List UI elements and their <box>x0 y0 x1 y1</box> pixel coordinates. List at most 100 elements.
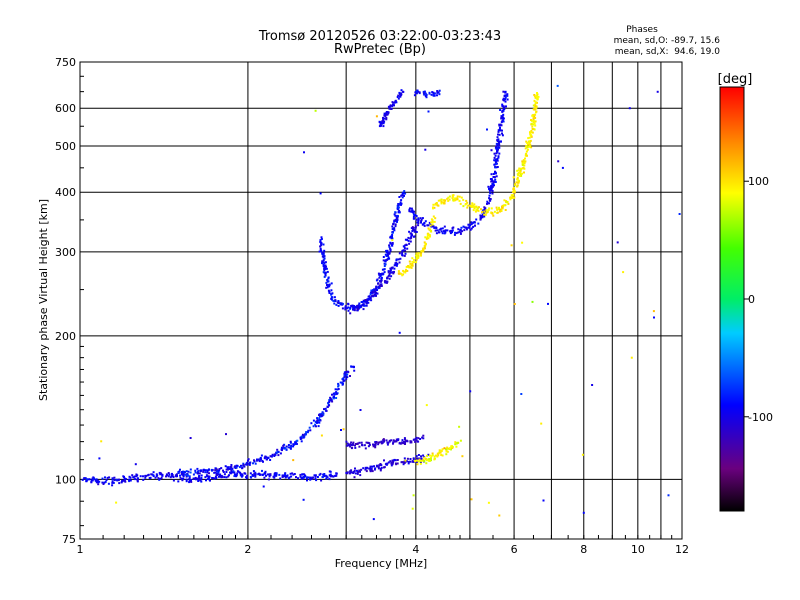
data-point <box>182 473 185 476</box>
data-point <box>373 288 376 291</box>
data-point <box>177 480 180 483</box>
data-point <box>325 475 328 478</box>
data-point <box>534 117 537 119</box>
x-tick-label: 1 <box>77 543 84 556</box>
data-point <box>204 476 207 479</box>
data-point <box>511 195 514 198</box>
data-point <box>415 455 418 458</box>
data-point <box>390 461 393 464</box>
data-point <box>186 473 189 476</box>
data-point <box>350 441 353 444</box>
data-point <box>268 475 271 478</box>
data-point <box>242 462 245 465</box>
data-point <box>414 225 417 228</box>
data-point <box>211 469 213 472</box>
data-point <box>354 443 357 445</box>
data-point <box>395 258 398 261</box>
data-point <box>339 302 341 305</box>
data-point <box>194 476 197 479</box>
data-point <box>386 250 389 253</box>
data-point <box>516 178 519 181</box>
data-point <box>399 95 402 98</box>
data-point <box>255 459 258 462</box>
data-point <box>513 303 516 305</box>
data-point <box>436 455 439 458</box>
data-point <box>328 404 330 407</box>
data-point <box>431 223 434 226</box>
data-point <box>398 92 401 95</box>
data-point <box>382 118 385 121</box>
data-point <box>200 478 203 481</box>
chart-subtitle: RwPretec (Bp) <box>334 42 426 57</box>
data-point <box>422 459 424 462</box>
data-point <box>307 476 310 479</box>
data-point <box>263 476 266 479</box>
data-point <box>483 213 486 216</box>
data-point <box>95 481 98 484</box>
data-point <box>254 473 257 476</box>
data-point <box>392 104 395 107</box>
data-point <box>358 441 361 444</box>
data-point <box>383 117 386 120</box>
data-point <box>327 280 330 283</box>
data-point <box>432 91 435 94</box>
data-point <box>375 285 378 288</box>
data-point <box>440 450 443 452</box>
data-point <box>311 476 314 479</box>
data-point <box>279 452 282 455</box>
data-point <box>230 464 233 466</box>
data-point <box>380 440 383 443</box>
data-point <box>488 188 491 191</box>
data-point <box>308 426 311 429</box>
data-point <box>370 289 373 292</box>
data-point <box>385 280 388 283</box>
data-point <box>319 472 322 475</box>
data-point <box>306 431 309 434</box>
data-point <box>416 463 419 466</box>
data-point <box>374 287 377 290</box>
data-point <box>247 458 250 461</box>
data-point <box>532 116 535 119</box>
data-point <box>330 282 333 285</box>
y-tick-label: 100 <box>55 473 76 486</box>
data-point <box>352 471 355 473</box>
data-point <box>113 476 116 479</box>
data-point <box>92 477 95 480</box>
data-point <box>451 196 454 199</box>
data-point <box>435 232 438 235</box>
data-point <box>320 236 323 239</box>
data-point <box>121 480 124 483</box>
data-point <box>104 476 106 479</box>
data-point <box>329 475 332 478</box>
data-point <box>415 439 418 442</box>
data-point <box>365 467 368 470</box>
data-point <box>452 226 455 229</box>
data-point <box>284 473 286 476</box>
data-point <box>493 210 496 213</box>
data-point <box>196 477 198 480</box>
data-point <box>397 94 400 97</box>
data-point <box>431 454 434 456</box>
data-point <box>386 254 389 257</box>
data-point <box>489 199 491 202</box>
data-point <box>540 422 543 425</box>
data-point <box>189 471 192 474</box>
data-point <box>275 472 278 475</box>
data-point <box>512 186 515 189</box>
data-point <box>518 167 521 170</box>
data-point <box>526 141 529 144</box>
data-point <box>422 250 425 253</box>
data-point <box>382 120 385 122</box>
data-point <box>104 480 107 483</box>
data-point <box>493 172 496 174</box>
data-point <box>392 223 395 226</box>
data-point <box>81 478 84 481</box>
data-point <box>475 218 478 221</box>
data-point <box>98 457 101 460</box>
data-point <box>419 462 422 465</box>
data-point <box>319 247 322 250</box>
data-point <box>536 92 538 94</box>
data-point <box>389 249 392 252</box>
data-point <box>427 227 430 230</box>
data-point <box>401 194 404 197</box>
